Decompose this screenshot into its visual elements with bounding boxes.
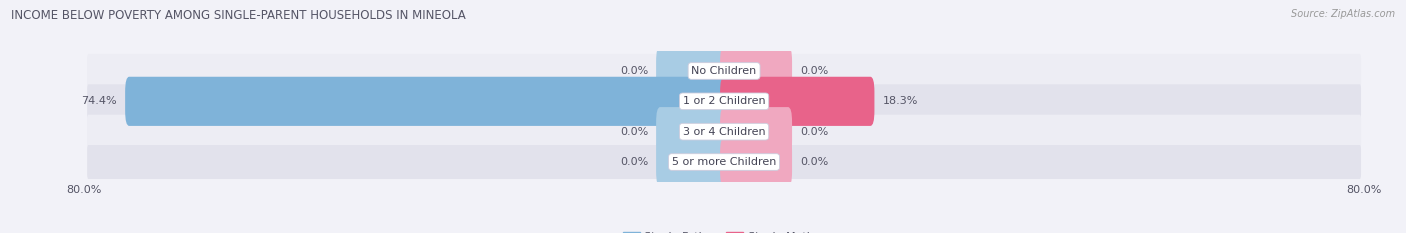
Text: 0.0%: 0.0% <box>620 66 648 76</box>
Text: 0.0%: 0.0% <box>620 157 648 167</box>
FancyBboxPatch shape <box>87 145 1361 179</box>
FancyBboxPatch shape <box>657 137 728 187</box>
FancyBboxPatch shape <box>87 54 1361 88</box>
FancyBboxPatch shape <box>720 137 792 187</box>
FancyBboxPatch shape <box>720 77 875 126</box>
FancyBboxPatch shape <box>720 46 792 96</box>
FancyBboxPatch shape <box>87 84 1361 118</box>
Text: 0.0%: 0.0% <box>800 127 828 137</box>
FancyBboxPatch shape <box>720 107 792 156</box>
FancyBboxPatch shape <box>657 107 728 156</box>
Text: 0.0%: 0.0% <box>800 157 828 167</box>
FancyBboxPatch shape <box>125 77 728 126</box>
Text: 1 or 2 Children: 1 or 2 Children <box>683 96 765 106</box>
FancyBboxPatch shape <box>87 115 1361 149</box>
Text: 0.0%: 0.0% <box>620 127 648 137</box>
Text: 0.0%: 0.0% <box>800 66 828 76</box>
Legend: Single Father, Single Mother: Single Father, Single Mother <box>621 230 827 233</box>
FancyBboxPatch shape <box>657 46 728 96</box>
Text: 18.3%: 18.3% <box>883 96 918 106</box>
Text: INCOME BELOW POVERTY AMONG SINGLE-PARENT HOUSEHOLDS IN MINEOLA: INCOME BELOW POVERTY AMONG SINGLE-PARENT… <box>11 9 465 22</box>
Text: 5 or more Children: 5 or more Children <box>672 157 776 167</box>
Text: No Children: No Children <box>692 66 756 76</box>
Text: 3 or 4 Children: 3 or 4 Children <box>683 127 765 137</box>
Text: Source: ZipAtlas.com: Source: ZipAtlas.com <box>1291 9 1395 19</box>
Text: 74.4%: 74.4% <box>82 96 117 106</box>
